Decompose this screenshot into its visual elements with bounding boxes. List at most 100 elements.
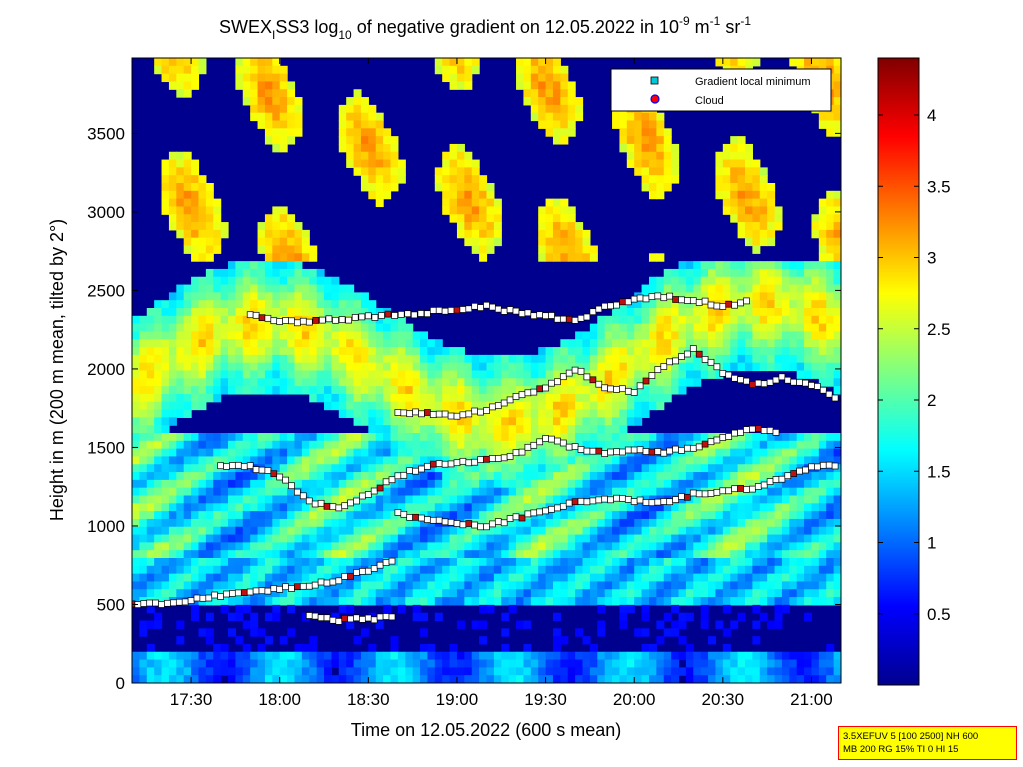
heatmap-cell <box>213 675 222 683</box>
heatmap-cell <box>796 534 805 543</box>
heatmap-cell <box>530 104 539 114</box>
heatmap-cell <box>744 597 753 606</box>
heatmap-cell <box>353 89 362 98</box>
heatmap-cell <box>301 308 310 317</box>
heatmap-cell <box>324 323 333 333</box>
heatmap-cell <box>132 534 140 543</box>
heatmap-cell <box>634 667 643 676</box>
heatmap-cell <box>213 362 222 372</box>
heatmap-cell <box>316 362 325 372</box>
heatmap-cell <box>796 362 805 372</box>
heatmap-cell <box>235 315 244 325</box>
heatmap-cell <box>168 581 177 590</box>
heatmap-cell <box>752 159 761 168</box>
heatmap-cell <box>420 479 429 489</box>
heatmap-cell <box>486 495 495 504</box>
heatmap-cell <box>316 339 325 348</box>
heatmap-cell <box>648 651 657 661</box>
heatmap-cell <box>390 464 399 473</box>
heatmap-cell <box>641 542 650 551</box>
heatmap-cell <box>375 503 384 512</box>
heatmap-cell <box>589 589 598 598</box>
heatmap-cell <box>309 276 318 286</box>
heatmap-cell <box>420 331 429 340</box>
heatmap-cell <box>427 675 436 683</box>
heatmap-cell <box>804 651 813 661</box>
heatmap-cell <box>560 393 569 403</box>
heatmap-cell <box>796 276 805 286</box>
heatmap-cell <box>715 151 724 161</box>
heatmap-cell <box>316 300 325 309</box>
heatmap-cell <box>434 58 443 67</box>
heatmap-cell <box>324 300 333 309</box>
heatmap-cell <box>486 464 495 473</box>
heatmap-cell <box>708 558 717 567</box>
heatmap-cell <box>545 417 554 426</box>
heatmap-cell <box>412 354 421 364</box>
heatmap-cell <box>486 378 495 387</box>
heatmap-cell <box>796 659 805 668</box>
heatmap-cell <box>449 151 458 161</box>
heatmap-cell <box>589 425 598 434</box>
heatmap-cell <box>715 581 724 590</box>
heatmap-cell <box>693 456 702 465</box>
heatmap-cell <box>368 354 377 364</box>
heatmap-cell <box>139 589 148 598</box>
heatmap-cell <box>612 550 621 559</box>
heatmap-cell <box>612 308 621 317</box>
heatmap-cell <box>552 636 561 645</box>
heatmap-cell <box>161 440 170 450</box>
heatmap-cell <box>530 112 539 122</box>
gradient-minimum-marker <box>701 490 709 498</box>
heatmap-cell <box>405 456 414 465</box>
heatmap-cell <box>759 440 768 450</box>
heatmap-cell <box>397 487 406 497</box>
heatmap-cell <box>759 433 768 442</box>
heatmap-cell <box>405 667 414 676</box>
heatmap-cell <box>708 323 717 333</box>
heatmap-cell <box>781 276 790 286</box>
heatmap-cell <box>722 339 731 348</box>
heatmap-cell <box>228 284 236 293</box>
heatmap-cell <box>523 409 532 418</box>
heatmap-cell <box>789 511 798 520</box>
heatmap-cell <box>331 597 340 606</box>
heatmap-cell <box>567 573 576 583</box>
heatmap-cell <box>220 229 229 239</box>
heatmap-cell <box>678 573 687 583</box>
heatmap-cell <box>744 518 753 528</box>
heatmap-cell <box>242 573 251 583</box>
heatmap-cell <box>641 136 650 145</box>
heatmap-cell <box>826 433 835 442</box>
heatmap-cell <box>826 190 835 200</box>
heatmap-cell <box>235 511 244 520</box>
heatmap-cell <box>191 675 200 683</box>
heatmap-cell <box>567 495 576 504</box>
heatmap-cell <box>774 659 783 668</box>
heatmap-cell <box>744 190 753 200</box>
heatmap-cell <box>767 597 776 606</box>
heatmap-cell <box>552 89 561 98</box>
heatmap-cell <box>279 214 288 223</box>
heatmap-cell <box>242 526 251 536</box>
heatmap-cell <box>560 433 569 442</box>
heatmap-cell <box>191 58 200 67</box>
heatmap-cell <box>752 284 761 293</box>
heatmap-cell <box>567 448 576 458</box>
heatmap-cell <box>161 159 170 168</box>
heatmap-cell <box>405 503 414 512</box>
heatmap-cell <box>678 518 687 528</box>
heatmap-cell <box>257 378 266 387</box>
heatmap-cell <box>287 237 296 247</box>
heatmap-cell <box>767 323 776 333</box>
heatmap-cell <box>715 518 724 528</box>
heatmap-cell <box>220 573 229 583</box>
heatmap-cell <box>486 667 495 676</box>
heatmap-cell <box>604 651 613 661</box>
heatmap-cell <box>678 620 687 629</box>
heatmap-cell <box>752 245 761 254</box>
heatmap-cell <box>383 503 392 512</box>
heatmap-cell <box>331 479 340 489</box>
heatmap-cell <box>390 636 399 645</box>
heatmap-cell <box>146 573 155 583</box>
